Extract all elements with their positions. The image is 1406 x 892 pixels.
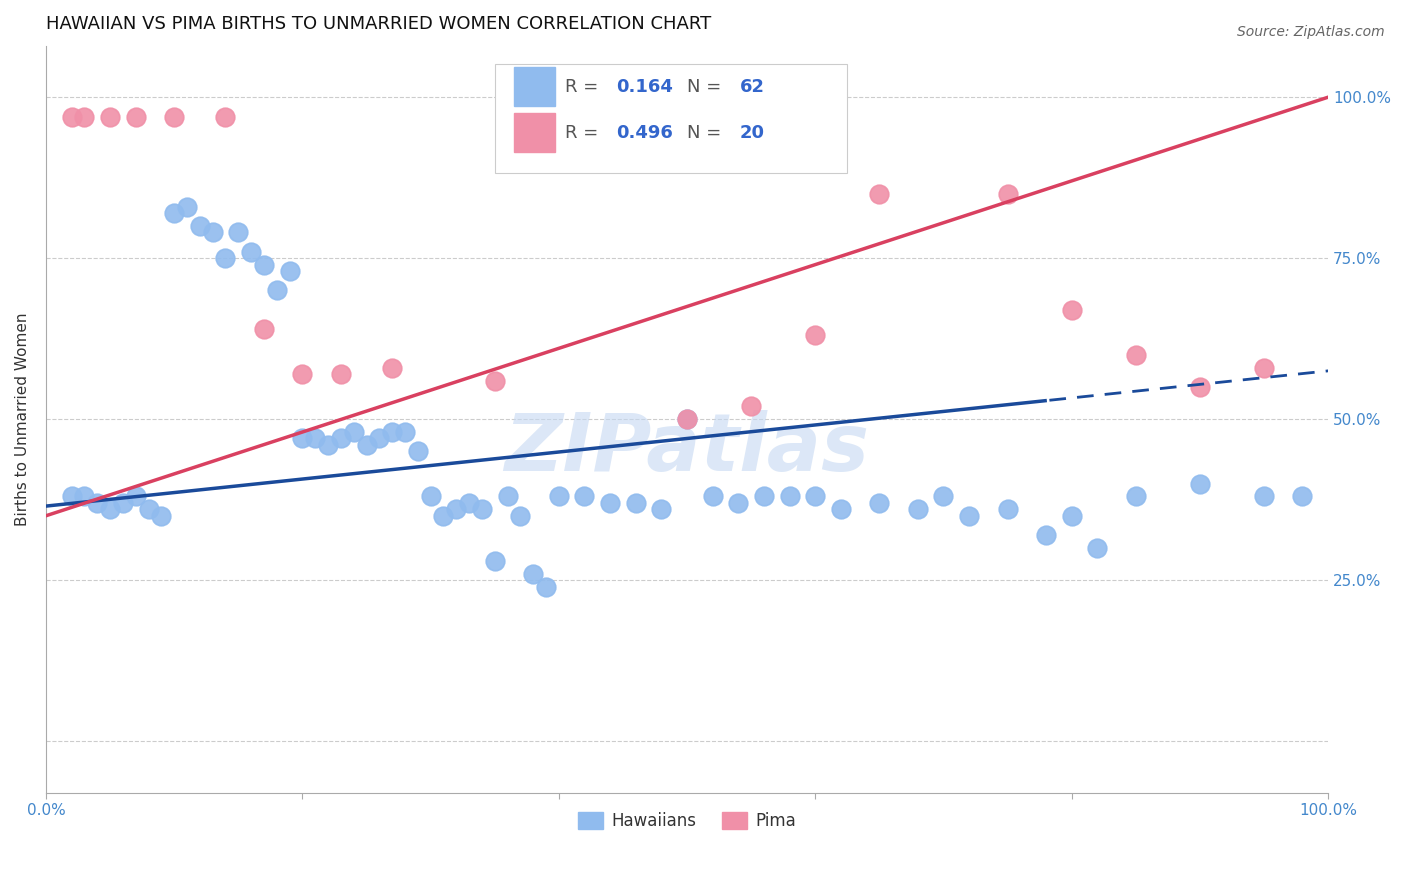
Point [86, 496, 108, 510]
Point [484, 374, 506, 388]
Point [278, 264, 301, 278]
Point [702, 490, 724, 504]
Point [534, 580, 557, 594]
Point [214, 251, 236, 265]
Point [201, 226, 224, 240]
Point [458, 496, 481, 510]
Point [291, 432, 314, 446]
Point [150, 508, 173, 523]
Point [1291, 490, 1313, 504]
Point [253, 258, 276, 272]
Point [599, 496, 621, 510]
Point [138, 502, 160, 516]
Point [381, 360, 404, 375]
Point [1188, 380, 1211, 394]
Point [624, 496, 647, 510]
Point [381, 425, 404, 439]
FancyBboxPatch shape [515, 67, 555, 105]
Point [163, 206, 186, 220]
Point [484, 554, 506, 568]
Point [1253, 360, 1275, 375]
Point [446, 502, 468, 516]
Text: 0.496: 0.496 [617, 124, 673, 143]
Point [1125, 490, 1147, 504]
Point [830, 502, 852, 516]
Point [804, 328, 827, 343]
FancyBboxPatch shape [495, 64, 848, 173]
Point [266, 284, 288, 298]
Point [650, 502, 672, 516]
Point [804, 490, 827, 504]
Point [997, 186, 1019, 201]
Point [779, 490, 801, 504]
Point [111, 496, 134, 510]
Point [1085, 541, 1108, 555]
Text: R =: R = [565, 124, 605, 143]
Point [125, 110, 148, 124]
Text: 0.164: 0.164 [617, 78, 673, 96]
Point [1035, 528, 1057, 542]
Point [291, 367, 314, 381]
Point [240, 244, 263, 259]
Point [676, 412, 699, 426]
Point [727, 496, 749, 510]
Point [740, 399, 762, 413]
Point [73, 490, 96, 504]
Point [60, 490, 83, 504]
Point [163, 110, 186, 124]
Point [253, 322, 276, 336]
Point [125, 490, 148, 504]
Point [496, 490, 519, 504]
FancyBboxPatch shape [515, 113, 555, 152]
Point [868, 186, 890, 201]
Point [957, 508, 980, 523]
Point [471, 502, 494, 516]
Point [932, 490, 955, 504]
Point [176, 200, 198, 214]
Point [368, 432, 391, 446]
Point [509, 508, 531, 523]
Point [73, 110, 96, 124]
Point [98, 110, 121, 124]
Point [329, 367, 352, 381]
Point [868, 496, 890, 510]
Point [547, 490, 569, 504]
Point [676, 412, 699, 426]
Text: N =: N = [688, 124, 727, 143]
Text: 62: 62 [740, 78, 765, 96]
Text: ZIPatlas: ZIPatlas [505, 410, 869, 488]
Point [329, 432, 352, 446]
Point [522, 566, 544, 581]
Point [406, 444, 429, 458]
Text: HAWAIIAN VS PIMA BIRTHS TO UNMARRIED WOMEN CORRELATION CHART: HAWAIIAN VS PIMA BIRTHS TO UNMARRIED WOM… [46, 15, 711, 33]
Text: 20: 20 [740, 124, 765, 143]
Point [419, 490, 441, 504]
Point [997, 502, 1019, 516]
Point [1188, 476, 1211, 491]
Point [1060, 302, 1083, 317]
Point [1060, 508, 1083, 523]
Point [343, 425, 366, 439]
Legend: Hawaiians, Pima: Hawaiians, Pima [572, 805, 803, 837]
Point [316, 438, 339, 452]
Point [60, 110, 83, 124]
Point [394, 425, 416, 439]
Y-axis label: Births to Unmarried Women: Births to Unmarried Women [15, 312, 30, 526]
Point [98, 502, 121, 516]
Point [1253, 490, 1275, 504]
Point [574, 490, 596, 504]
Point [752, 490, 775, 504]
Point [304, 432, 326, 446]
Point [226, 226, 249, 240]
Point [214, 110, 236, 124]
Point [356, 438, 378, 452]
Point [907, 502, 929, 516]
Text: N =: N = [688, 78, 727, 96]
Text: R =: R = [565, 78, 605, 96]
Point [432, 508, 454, 523]
Text: Source: ZipAtlas.com: Source: ZipAtlas.com [1237, 25, 1385, 39]
Point [1125, 348, 1147, 362]
Point [188, 219, 211, 233]
